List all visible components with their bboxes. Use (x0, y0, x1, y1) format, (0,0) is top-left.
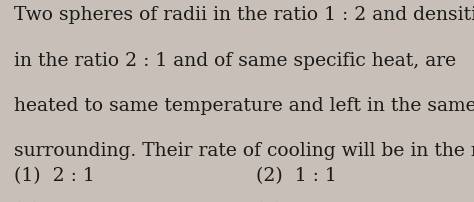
Text: (1)  2 : 1: (1) 2 : 1 (14, 167, 95, 185)
Text: (2)  1 : 1: (2) 1 : 1 (256, 167, 337, 185)
Text: Two spheres of radii in the ratio 1 : 2 and densities: Two spheres of radii in the ratio 1 : 2 … (14, 6, 474, 24)
Text: surrounding. Their rate of cooling will be in the ratio:: surrounding. Their rate of cooling will … (14, 142, 474, 160)
Text: in the ratio 2 : 1 and of same specific heat, are: in the ratio 2 : 1 and of same specific … (14, 52, 456, 69)
Text: heated to same temperature and left in the same: heated to same temperature and left in t… (14, 97, 474, 115)
